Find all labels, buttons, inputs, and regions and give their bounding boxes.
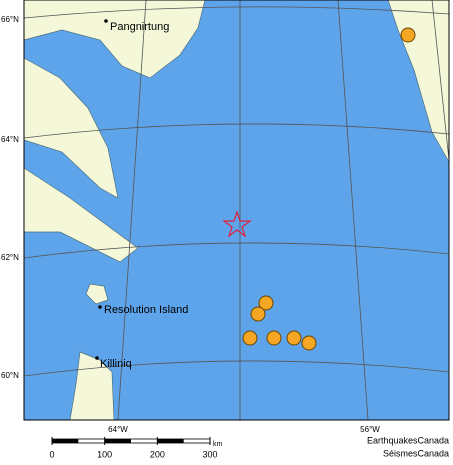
scale-unit: km <box>213 441 223 448</box>
scale-bar-segment <box>104 439 131 443</box>
epicenter-star <box>222 210 252 238</box>
earthquakes <box>242 27 416 351</box>
scale-tick-label: 200 <box>150 449 165 459</box>
graticule <box>23 0 450 421</box>
scale-tick-label: 0 <box>49 449 54 459</box>
ocean <box>24 0 449 420</box>
lon-label: 64°W <box>108 425 128 434</box>
credit: EarthquakesCanada <box>367 435 449 445</box>
lat-label: 60°N <box>1 371 19 380</box>
frame <box>23 0 450 421</box>
lon-label: 56°W <box>360 425 380 434</box>
land <box>23 0 450 421</box>
place-dots <box>95 19 108 360</box>
lat-label: 66°N <box>1 15 19 24</box>
credit: SéismesCanada <box>383 448 449 458</box>
scale-bar-segment <box>52 439 79 443</box>
place-label: Resolution Island <box>104 304 188 316</box>
lat-label: 64°N <box>1 135 19 144</box>
lat-label: 62°N <box>1 253 19 262</box>
scale-tick-label: 300 <box>202 449 217 459</box>
scale-bar-segment <box>157 439 184 443</box>
scale-tick-label: 100 <box>97 449 112 459</box>
place-label: Pangnirtung <box>110 21 169 33</box>
place-label: Killiniq <box>100 358 132 370</box>
